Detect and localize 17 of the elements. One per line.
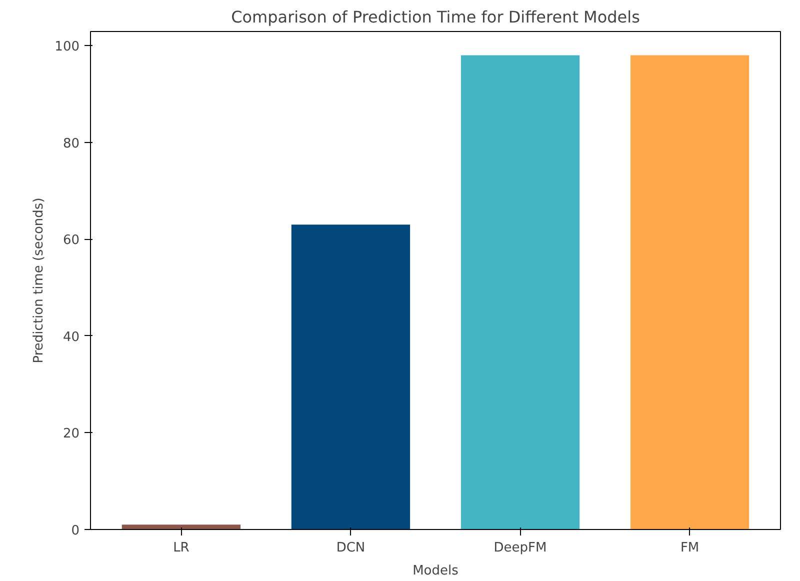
y-tick-label: 20 [62, 426, 80, 442]
y-axis-title: Prediction time (seconds) [32, 198, 47, 364]
x-axis-title: Models [412, 564, 459, 578]
y-tick-label: 40 [62, 330, 80, 345]
y-tick-label: 60 [62, 233, 80, 248]
x-tick-label: DCN [336, 540, 366, 556]
x-tick-label: FM [680, 540, 700, 556]
bar [122, 524, 241, 530]
y-tick-label: 100 [54, 40, 80, 55]
bar [630, 55, 750, 530]
chart-title: Comparison of Prediction Time for Different Models [231, 8, 640, 26]
bar [460, 55, 580, 530]
y-tick-label: 80 [62, 136, 80, 152]
bar [291, 224, 410, 530]
x-tick-label: DeepFM [494, 540, 547, 556]
y-tick-label: 0 [71, 524, 80, 538]
x-tick-label: LR [173, 540, 190, 556]
